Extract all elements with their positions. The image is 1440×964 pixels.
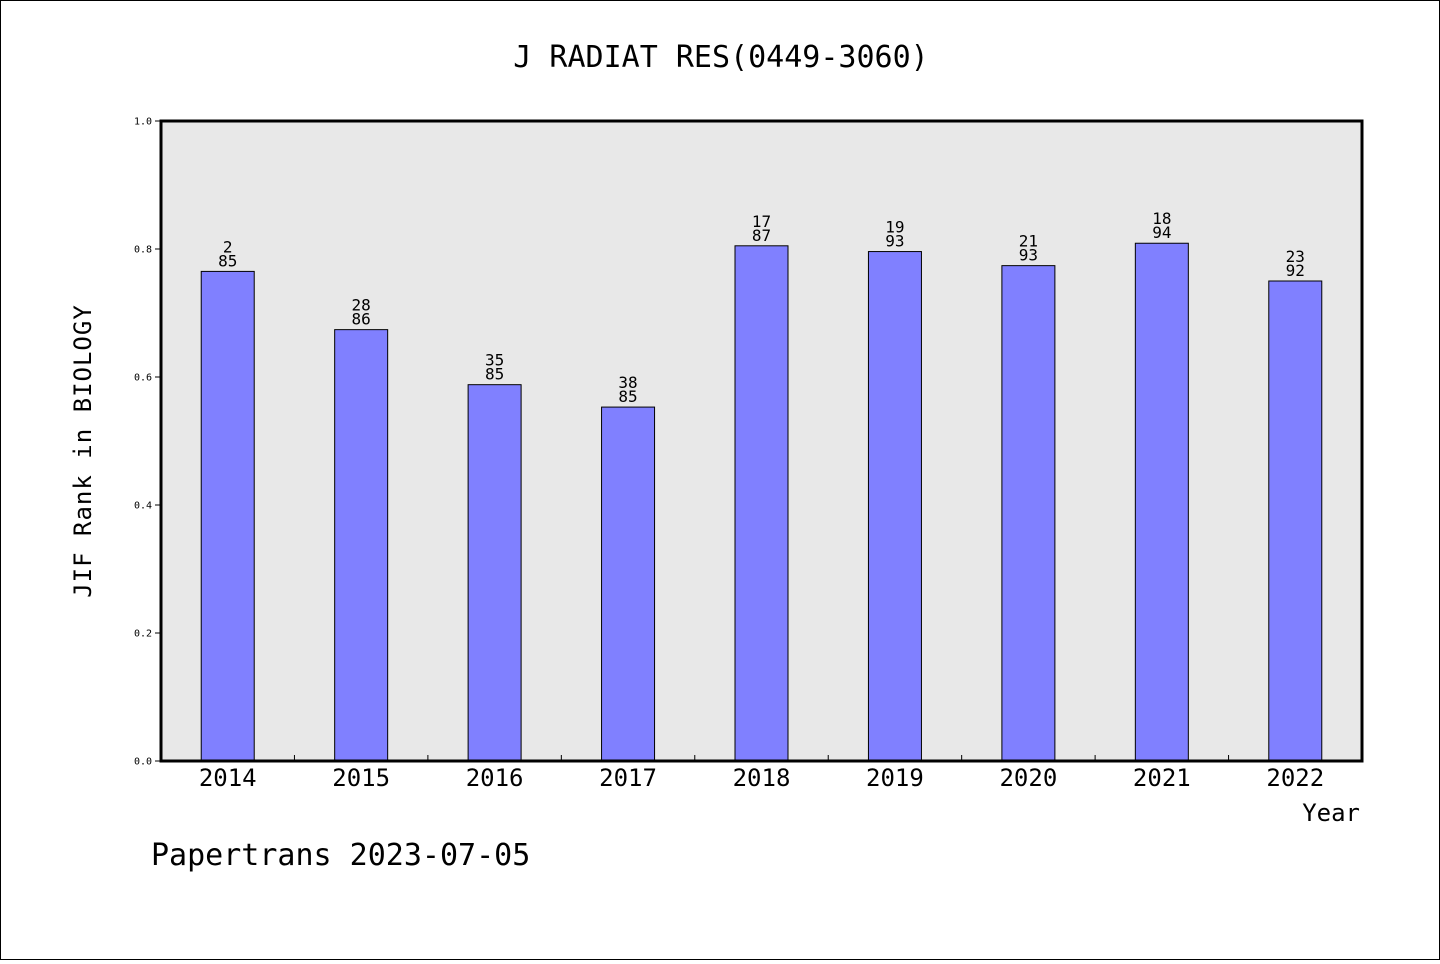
y-tick-label-0.4: 0.4 — [134, 501, 152, 512]
total-label-2018: 87 — [752, 226, 771, 245]
y-tick-label-0.2: 0.2 — [134, 629, 152, 640]
rank-label-2015: 28 — [352, 296, 371, 315]
rank-label-2017: 38 — [618, 373, 637, 392]
rank-label-2020: 21 — [1019, 232, 1038, 251]
x-axis-label: Year — [1302, 799, 1360, 827]
chart-title: J RADIAT RES(0449-3060) — [513, 40, 928, 75]
total-label-2015: 86 — [352, 310, 371, 329]
x-tick-label-2022: 2022 — [1266, 764, 1324, 792]
x-tick-label-2020: 2020 — [999, 764, 1057, 792]
bar-2017 — [601, 406, 656, 762]
bar-2018 — [734, 245, 789, 762]
rank-label-2018: 17 — [752, 212, 771, 231]
footer-credit: Papertrans 2023-07-05 — [151, 838, 530, 873]
y-tick-label-0.0: 0.0 — [134, 757, 152, 768]
y-tick-label-0.6: 0.6 — [134, 373, 152, 384]
total-label-2021: 94 — [1152, 223, 1171, 242]
total-label-2016: 85 — [485, 365, 504, 384]
bar-2022 — [1268, 280, 1323, 762]
x-tick-label-2021: 2021 — [1133, 764, 1191, 792]
bar-2016 — [467, 384, 522, 762]
rank-label-2021: 18 — [1152, 209, 1171, 228]
x-tick-label-2019: 2019 — [866, 764, 924, 792]
bar-2019 — [867, 251, 922, 762]
rank-label-2014: 2 — [223, 237, 233, 256]
bars-group — [200, 242, 1323, 762]
bar-2020 — [1001, 265, 1056, 762]
y-axis-label: JIF Rank in BIOLOGY — [69, 304, 97, 598]
total-label-2022: 92 — [1286, 261, 1305, 280]
x-ticks-group: 2014 2015 2016 2017 2018 2019 2020 2021 2022 — [199, 755, 1324, 792]
rank-label-2019: 19 — [885, 218, 904, 237]
plot-border — [159, 119, 1364, 763]
total-label-2019: 93 — [885, 232, 904, 251]
y-tick-label-0.8: 0.8 — [134, 245, 152, 256]
rank-label-2022: 23 — [1286, 247, 1305, 266]
x-tick-label-2017: 2017 — [599, 764, 657, 792]
rank-label-2016: 35 — [485, 351, 504, 370]
x-tick-label-2016: 2016 — [466, 764, 524, 792]
bar-2015 — [334, 329, 389, 762]
total-label-2014: 85 — [218, 251, 237, 270]
y-tick-label-1.0: 1.0 — [134, 117, 152, 128]
total-label-2017: 85 — [618, 387, 637, 406]
x-tick-label-2018: 2018 — [733, 764, 791, 792]
y-ticks-group: 0.0 0.2 0.4 0.6 0.8 1.0 — [134, 117, 161, 768]
bar-2021 — [1134, 242, 1189, 762]
x-tick-label-2015: 2015 — [332, 764, 390, 792]
bar-2014 — [200, 270, 255, 762]
total-label-2020: 93 — [1019, 246, 1038, 265]
x-tick-label-2014: 2014 — [199, 764, 257, 792]
